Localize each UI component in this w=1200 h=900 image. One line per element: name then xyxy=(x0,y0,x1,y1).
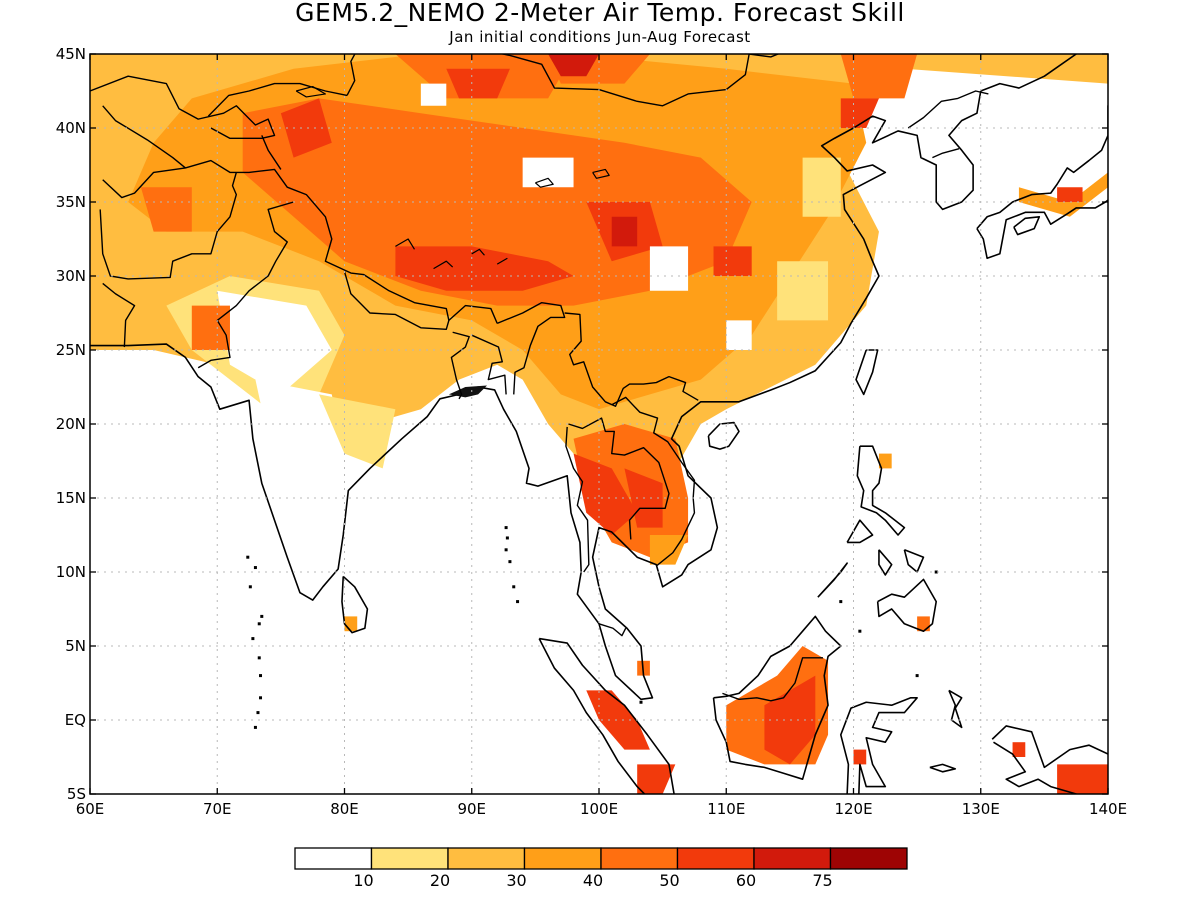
colorbar: 10 20 30 40 50 60 75 xyxy=(294,847,908,890)
colorbar-swatch xyxy=(294,847,373,870)
colorbar-swatch xyxy=(523,847,602,870)
y-tick-label: 35N xyxy=(56,193,86,211)
colorbar-label: 10 xyxy=(353,871,373,890)
colorbar-label: 50 xyxy=(659,871,679,890)
colorbar-swatch xyxy=(370,847,449,870)
coastlines xyxy=(90,54,1108,794)
y-tick-label: 15N xyxy=(56,489,86,507)
colorbar-label: 40 xyxy=(583,871,603,890)
colorbar-label: 30 xyxy=(506,871,526,890)
chart-subtitle: Jan initial conditions Jun-Aug Forecast xyxy=(449,28,751,46)
y-tick-label: 5N xyxy=(65,637,86,655)
x-tick-label: 80E xyxy=(330,800,359,818)
country-borders xyxy=(90,54,989,702)
colorbar-swatch xyxy=(676,847,755,870)
y-tick-label: 10N xyxy=(56,563,86,581)
colorbar-swatch xyxy=(829,847,908,870)
y-tick-label: EQ xyxy=(65,711,86,729)
colorbar-label: 20 xyxy=(430,871,450,890)
colorbar-label: 75 xyxy=(812,871,832,890)
chart-title: GEM5.2_NEMO 2-Meter Air Temp. Forecast S… xyxy=(295,0,905,27)
x-tick-label: 130E xyxy=(962,800,1000,818)
y-tick-label: 5S xyxy=(67,785,86,803)
colorbar-swatch xyxy=(447,847,526,870)
x-tick-label: 120E xyxy=(834,800,872,818)
y-tick-label: 20N xyxy=(56,415,86,433)
x-tick-label: 110E xyxy=(707,800,745,818)
gridlines xyxy=(90,54,1108,794)
colorbar-label: 60 xyxy=(736,871,756,890)
y-tick-label: 30N xyxy=(56,267,86,285)
colorbar-swatch xyxy=(600,847,679,870)
y-tick-label: 40N xyxy=(56,119,86,137)
x-tick-label: 70E xyxy=(203,800,232,818)
y-tick-label: 45N xyxy=(56,45,86,63)
x-tick-label: 60E xyxy=(76,800,105,818)
colorbar-swatch xyxy=(753,847,832,870)
x-tick-label: 140E xyxy=(1089,800,1127,818)
x-tick-label: 100E xyxy=(580,800,618,818)
x-tick-label: 90E xyxy=(457,800,486,818)
y-tick-label: 25N xyxy=(56,341,86,359)
